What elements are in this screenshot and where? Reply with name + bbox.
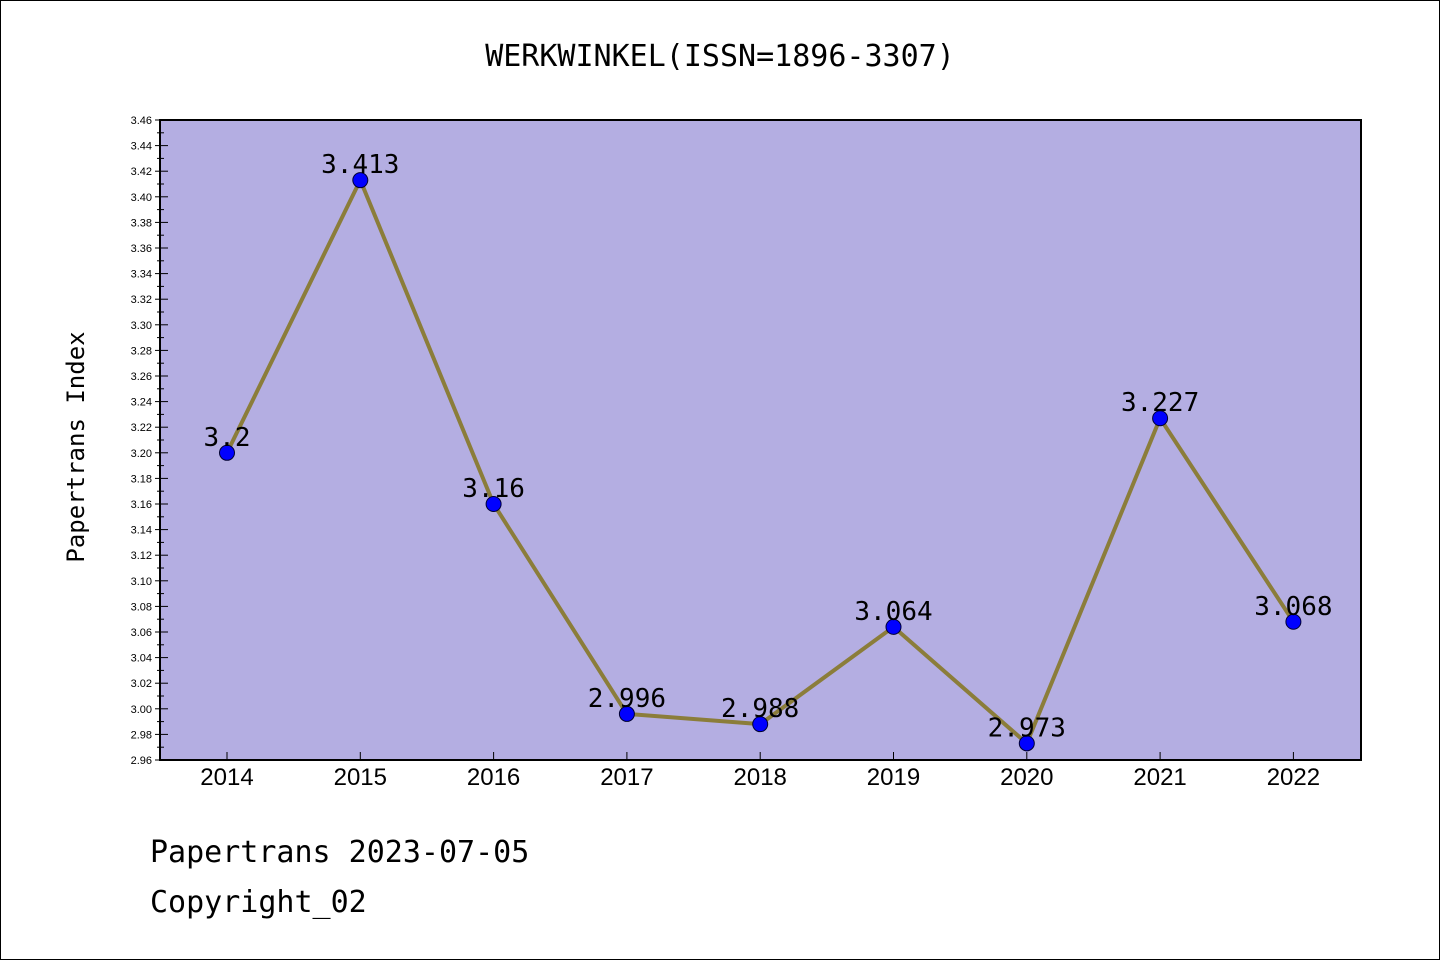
x-tick-label: 2016 xyxy=(467,764,520,791)
data-label: 3.064 xyxy=(854,597,932,627)
y-tick-label: 3.02 xyxy=(131,678,152,690)
data-label: 3.413 xyxy=(321,150,399,180)
y-tick-label: 3.06 xyxy=(131,627,152,639)
x-axis: 2014 2015 2016 2017 2018 2019 2020 2021 2022 xyxy=(200,752,1320,791)
data-label: 2.973 xyxy=(988,713,1066,743)
y-tick-label: 3.10 xyxy=(131,576,152,588)
data-point xyxy=(352,172,369,189)
y-tick-label: 3.08 xyxy=(131,601,152,613)
data-point xyxy=(1285,613,1302,630)
x-tick-label: 2020 xyxy=(1000,764,1053,791)
data-point xyxy=(1018,735,1035,752)
y-tick-label: 2.96 xyxy=(131,755,152,767)
data-point xyxy=(752,716,769,733)
x-tick-label: 2021 xyxy=(1133,764,1186,791)
y-tick-label: 3.30 xyxy=(131,320,152,332)
x-tick-label: 2017 xyxy=(600,764,653,791)
y-tick-label: 3.36 xyxy=(131,243,152,255)
x-tick-label: 2018 xyxy=(734,764,787,791)
y-tick-label: 3.24 xyxy=(131,397,152,409)
data-label: 3.227 xyxy=(1121,388,1199,418)
y-tick-label: 3.38 xyxy=(131,217,152,229)
x-tick-label: 2019 xyxy=(867,764,920,791)
y-tick-label: 2.98 xyxy=(131,729,152,741)
data-point xyxy=(885,618,902,635)
data-point xyxy=(219,444,235,461)
y-tick-label: 3.20 xyxy=(131,448,152,460)
y-tick-label: 3.32 xyxy=(131,294,152,306)
y-tick-label: 3.42 xyxy=(131,166,152,178)
x-tick-label: 2022 xyxy=(1267,764,1320,791)
x-tick-label: 2014 xyxy=(200,764,253,791)
data-labels: 3.2 3.413 3.16 2.996 2.988 3.064 2.973 3.227 3.0… xyxy=(204,150,1333,743)
chart-title: WERKWINKEL(ISSN=1896-3307) xyxy=(485,39,955,74)
y-tick-label: 3.00 xyxy=(131,704,152,716)
data-point xyxy=(618,705,635,722)
y-tick-label: 3.44 xyxy=(131,141,152,153)
y-tick-label: 3.26 xyxy=(131,371,152,383)
footer-copyright: Copyright_02 xyxy=(150,885,367,920)
y-tick-label: 3.46 xyxy=(131,115,152,127)
y-tick-label: 3.04 xyxy=(131,653,152,665)
y-tick-label: 3.34 xyxy=(131,269,152,281)
y-axis: 2.96 2.98 3.00 3.02 3.04 3.06 3.08 3.10 3.12 3.14… xyxy=(131,115,168,767)
y-tick-label: 3.14 xyxy=(131,525,152,537)
series-points xyxy=(219,172,1302,752)
data-point xyxy=(1152,410,1169,427)
y-tick-label: 3.22 xyxy=(131,422,152,434)
footer-date: Papertrans 2023-07-05 xyxy=(150,835,530,870)
y-tick-label: 3.12 xyxy=(131,550,152,562)
data-label: 3.2 xyxy=(204,423,251,453)
data-label: 2.996 xyxy=(588,684,666,714)
data-label: 3.16 xyxy=(462,474,525,504)
y-tick-label: 3.18 xyxy=(131,473,152,485)
plot-area xyxy=(159,119,1362,761)
data-point xyxy=(485,496,502,512)
data-label: 2.988 xyxy=(721,694,799,724)
x-tick-label: 2015 xyxy=(334,764,387,791)
y-tick-label: 3.40 xyxy=(131,192,152,204)
y-axis-label: Papertrans Index xyxy=(62,331,90,562)
data-label: 3.068 xyxy=(1254,592,1332,622)
y-tick-label: 3.16 xyxy=(131,499,152,511)
y-tick-label: 3.28 xyxy=(131,345,152,357)
